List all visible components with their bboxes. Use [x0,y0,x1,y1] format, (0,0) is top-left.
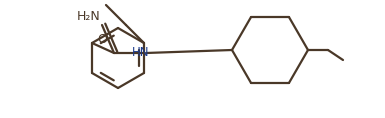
Text: H₂N: H₂N [77,10,101,23]
Text: O: O [97,33,107,46]
Text: HN: HN [132,46,149,59]
